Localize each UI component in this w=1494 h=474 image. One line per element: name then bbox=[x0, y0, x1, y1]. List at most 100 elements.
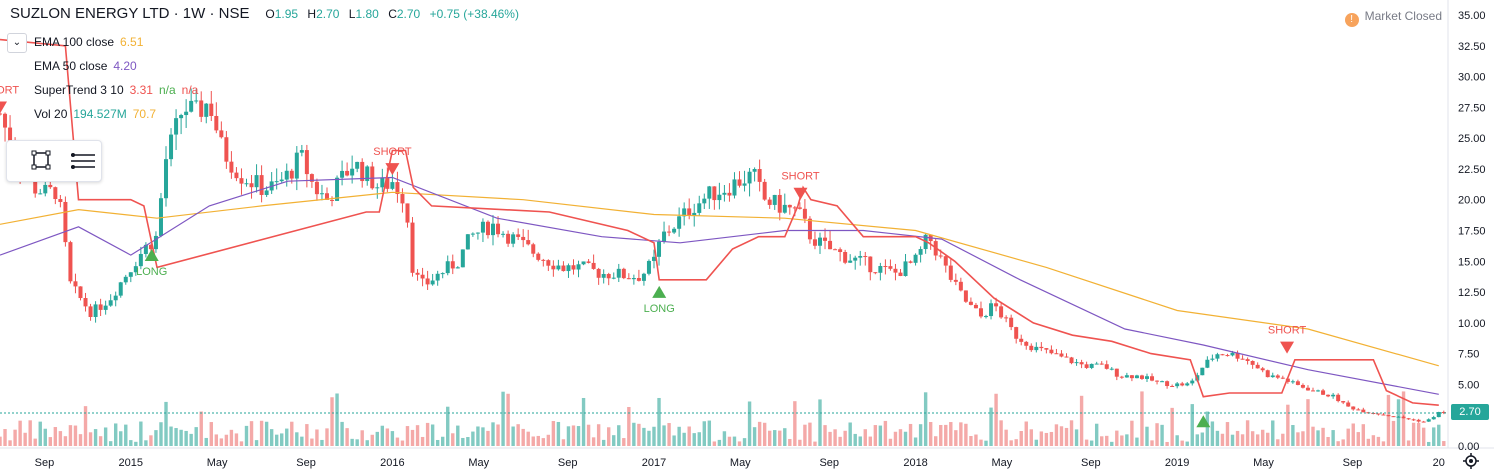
candle-body bbox=[1079, 362, 1084, 365]
candle-body bbox=[662, 231, 667, 242]
candle-body bbox=[1230, 352, 1235, 356]
volume-bar bbox=[400, 440, 405, 446]
volume-bar bbox=[979, 439, 983, 446]
candle-body bbox=[199, 100, 204, 117]
volume-bar bbox=[898, 429, 903, 446]
legend-supertrend[interactable]: SuperTrend 3 10 3.31 n/a n/a bbox=[10, 78, 198, 102]
candle-body bbox=[1099, 363, 1104, 365]
long-signal-label: LONG bbox=[136, 266, 167, 278]
candle-body bbox=[1346, 402, 1351, 407]
volume-bar bbox=[652, 426, 656, 446]
candle-body bbox=[355, 161, 360, 169]
volume-bar bbox=[1220, 433, 1225, 446]
hamburger-menu-icon[interactable] bbox=[67, 147, 97, 175]
short-arrow-icon bbox=[793, 187, 808, 200]
volume-bar bbox=[888, 438, 893, 446]
ema100-line bbox=[0, 191, 1439, 367]
volume-bar bbox=[440, 436, 445, 446]
volume-bar bbox=[159, 422, 163, 446]
legend-ema100[interactable]: EMA 100 close 6.51 bbox=[10, 30, 198, 54]
candle-body bbox=[908, 261, 913, 263]
volume-bar bbox=[315, 429, 319, 446]
candle-body bbox=[53, 187, 58, 200]
volume-bar bbox=[385, 428, 390, 446]
price-tick-label: 32.50 bbox=[1458, 41, 1486, 53]
volume-bar bbox=[949, 422, 953, 446]
volume-bar bbox=[98, 436, 103, 446]
candle-body bbox=[787, 204, 792, 208]
volume-bar bbox=[214, 434, 219, 446]
time-axis[interactable]: Sep 2015 May Sep 2016 May Sep 2017 May Sep 2018 May… bbox=[35, 457, 1445, 469]
candle-body bbox=[319, 193, 324, 195]
time-tick-label: 20 bbox=[1433, 457, 1445, 469]
candle-body bbox=[968, 301, 973, 305]
volume-bar bbox=[13, 429, 17, 446]
legend-volume[interactable]: Vol 20 194.527M 70.7 bbox=[10, 102, 198, 126]
open-value: 1.95 bbox=[274, 7, 299, 21]
select-rectangle-icon[interactable] bbox=[25, 147, 55, 175]
candle-body bbox=[1316, 390, 1321, 392]
volume-bar bbox=[989, 407, 993, 446]
long-arrow-icon bbox=[1196, 415, 1211, 428]
chevron-down-icon[interactable]: ⌄ bbox=[7, 33, 27, 53]
volume-bar bbox=[747, 401, 752, 446]
candle-body bbox=[415, 272, 420, 275]
volume-bar bbox=[114, 423, 118, 446]
candle-body bbox=[219, 130, 224, 138]
volume-bar bbox=[300, 436, 304, 446]
candle-body bbox=[631, 278, 636, 280]
close-value: 2.70 bbox=[396, 7, 421, 21]
volume-bar bbox=[1115, 430, 1119, 446]
candle-body bbox=[1441, 412, 1446, 414]
volume-bar bbox=[23, 432, 27, 446]
candle-body bbox=[8, 127, 13, 148]
time-tick-label: Sep bbox=[1343, 457, 1363, 469]
volume-bar bbox=[1381, 441, 1386, 446]
volume-bar bbox=[430, 424, 435, 446]
volume-bar bbox=[78, 434, 83, 446]
candle-body bbox=[873, 272, 878, 274]
volume-bar bbox=[1437, 424, 1441, 446]
volume-bar bbox=[345, 428, 349, 446]
candle-body bbox=[516, 234, 521, 237]
candle-body bbox=[1245, 359, 1250, 361]
volume-bar bbox=[1421, 427, 1426, 446]
volume-bar bbox=[360, 430, 364, 446]
volume-bar bbox=[410, 429, 415, 446]
candle-body bbox=[435, 273, 440, 281]
price-tick-label: 17.50 bbox=[1458, 226, 1486, 238]
volume-bar bbox=[526, 431, 530, 446]
candle-body bbox=[1341, 401, 1346, 403]
volume-bar bbox=[1250, 431, 1255, 446]
legend-ema50[interactable]: EMA 50 close 4.20 bbox=[10, 54, 198, 78]
volume-bar bbox=[647, 430, 651, 446]
candle-body bbox=[284, 170, 289, 180]
volume-bar bbox=[1019, 431, 1023, 446]
volume-bar bbox=[1185, 441, 1189, 446]
symbol-title[interactable]: SUZLON ENERGY LTD · 1W · NSE bbox=[10, 5, 250, 22]
candle-body bbox=[732, 179, 737, 196]
candle-body bbox=[989, 303, 994, 317]
volume-bar bbox=[506, 393, 510, 446]
settings-gear-icon[interactable] bbox=[1463, 453, 1479, 469]
candle-body bbox=[1119, 376, 1124, 378]
candle-body bbox=[752, 169, 757, 172]
candle-body bbox=[455, 267, 460, 269]
volume-bar bbox=[1266, 432, 1270, 446]
volume-bar bbox=[1089, 440, 1094, 446]
candle-body bbox=[340, 170, 345, 178]
candle-body bbox=[244, 183, 249, 185]
volume-bar bbox=[1094, 423, 1099, 446]
price-axis[interactable]: 0.002.505.007.5010.0012.5015.0017.5020.0… bbox=[1458, 10, 1486, 453]
volume-bar bbox=[1366, 438, 1371, 446]
candle-body bbox=[1069, 357, 1074, 364]
candle-body bbox=[470, 233, 475, 235]
volume-bar bbox=[964, 423, 968, 446]
volume-bar bbox=[918, 424, 923, 446]
candle-body bbox=[1265, 370, 1270, 378]
candle-body bbox=[506, 233, 511, 244]
candle-body bbox=[817, 237, 822, 246]
price-tick-label: 15.00 bbox=[1458, 256, 1486, 268]
candle-body bbox=[460, 249, 465, 268]
